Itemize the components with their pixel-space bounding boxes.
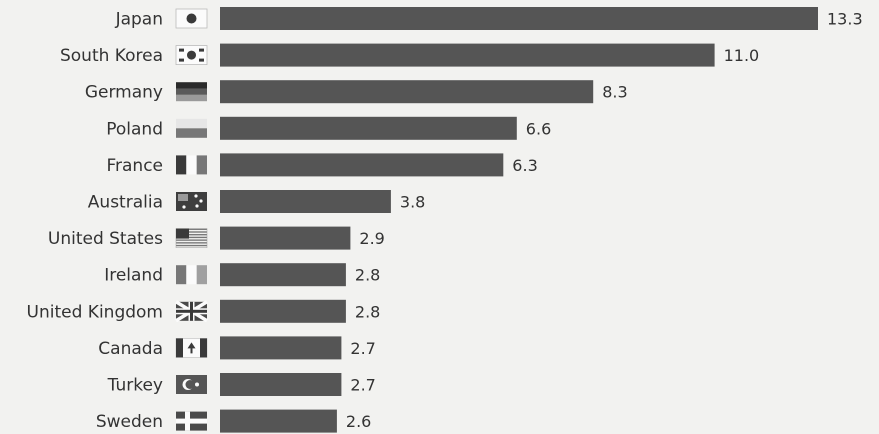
value-label: 2.8 (355, 266, 380, 285)
value-label: 13.3 (827, 10, 863, 29)
value-label: 2.8 (355, 302, 380, 321)
australia-flag-icon (176, 192, 207, 211)
south-korea-flag-icon (175, 45, 208, 65)
category-label: Ireland (104, 266, 163, 286)
poland-flag-icon (176, 118, 207, 138)
bar (220, 80, 594, 104)
value-label: 8.3 (602, 83, 627, 102)
chart-row: Australia 3.8 (88, 190, 425, 213)
category-label: United Kingdom (27, 302, 163, 322)
chart-row: United States 2.9 (48, 226, 385, 250)
category-label: United States (48, 229, 163, 249)
value-label: 2.7 (350, 339, 375, 358)
category-label: Poland (106, 119, 163, 139)
chart-row: Japan 13.3 (115, 7, 863, 30)
value-label: 2.6 (346, 412, 371, 431)
turkey-flag-icon (176, 375, 207, 394)
value-label: 2.7 (350, 376, 375, 395)
bar (220, 336, 342, 360)
chart-row: South Korea 11.0 (60, 43, 760, 67)
united-states-flag-icon (175, 228, 208, 248)
chart-row: Canada 2.7 (98, 336, 376, 360)
value-label: 11.0 (724, 46, 760, 65)
ireland-flag-icon (176, 265, 207, 285)
canada-flag-icon (175, 338, 208, 358)
bar (220, 409, 337, 433)
category-label: Japan (115, 10, 163, 30)
bar (220, 190, 391, 213)
bar (220, 7, 818, 30)
category-label: France (106, 156, 163, 176)
bar (220, 153, 504, 177)
category-label: Germany (85, 83, 163, 103)
chart-row: Sweden 2.6 (96, 409, 371, 433)
chart-row: Germany 8.3 (85, 80, 628, 104)
sweden-flag-icon (176, 411, 207, 431)
chart-row: Ireland 2.8 (104, 263, 380, 287)
bar (220, 299, 346, 323)
bar (220, 373, 342, 396)
united-kingdom-flag-icon (175, 300, 208, 323)
chart-row: Poland 6.6 (106, 116, 551, 140)
category-label: Turkey (107, 376, 163, 396)
value-label: 2.9 (359, 229, 384, 248)
value-label: 3.8 (400, 193, 425, 212)
category-label: Canada (98, 339, 163, 359)
chart-row: United Kingdom 2.8 (27, 299, 380, 323)
chart-row: France 6.3 (106, 153, 538, 177)
bar (220, 116, 517, 140)
category-label: Sweden (96, 412, 163, 432)
japan-flag-icon (175, 8, 208, 29)
france-flag-icon (176, 155, 207, 175)
bar (220, 226, 351, 250)
value-label: 6.3 (512, 156, 537, 175)
chart-row: Turkey 2.7 (107, 373, 376, 396)
germany-flag-icon (176, 82, 207, 102)
bar (220, 263, 346, 287)
category-label: South Korea (60, 46, 163, 66)
category-label: Australia (88, 193, 163, 213)
bar (220, 43, 715, 67)
value-label: 6.6 (526, 119, 551, 138)
